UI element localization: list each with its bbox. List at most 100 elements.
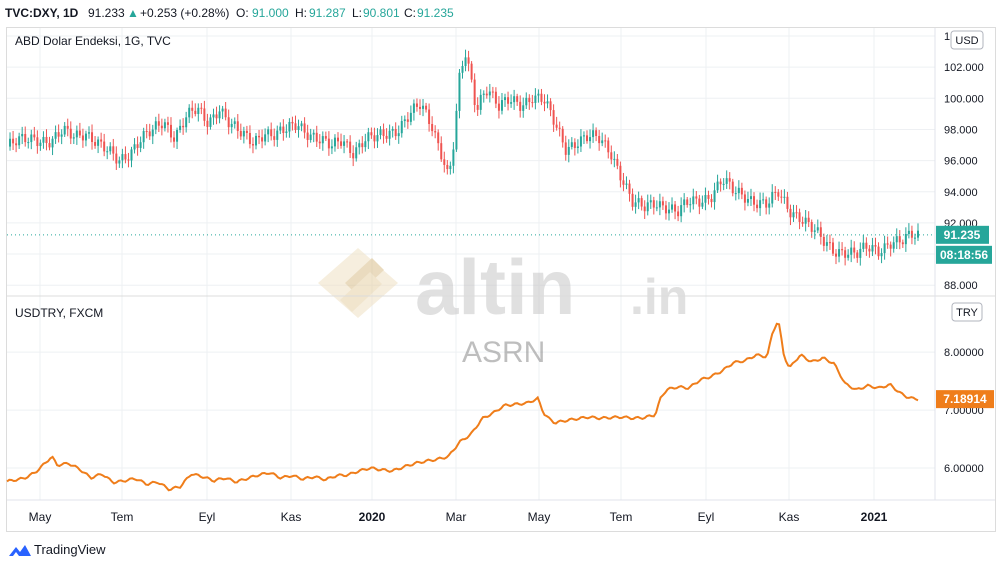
dxy-candle [576, 146, 579, 148]
dxy-candle [327, 138, 330, 149]
dxy-candle [510, 102, 513, 104]
tradingview-label: TradingView [34, 542, 106, 557]
dxy-candle [288, 121, 291, 132]
dxy-candle [525, 97, 528, 106]
dxy-candle [589, 137, 592, 142]
dxy-candle [467, 57, 470, 64]
dxy-candle [361, 143, 364, 148]
svg-text:7.18914: 7.18914 [943, 392, 987, 406]
dxy-candle [667, 209, 670, 214]
dxy-candle [118, 160, 121, 164]
price-change: +0.253 (+0.28%) [140, 6, 230, 20]
high-value: 91.287 [309, 6, 346, 20]
dxy-candle [18, 136, 21, 146]
dxy-candle [698, 198, 701, 207]
usd-badge[interactable]: USD [950, 30, 984, 50]
dxy-candle [513, 96, 516, 103]
dxy-candle [142, 131, 145, 143]
dxy-candle [330, 146, 333, 149]
dxy-candle [51, 138, 54, 148]
last-price: 91.233 [88, 6, 125, 20]
x-tick-label: May [528, 510, 551, 524]
dxy-candle [737, 187, 740, 194]
dxy-candle [346, 141, 349, 143]
dxy-candle [36, 137, 39, 147]
dxy-candle [743, 194, 746, 203]
dxy-candle [625, 183, 628, 185]
dxy-candle [877, 246, 880, 257]
dxy-candle [491, 91, 494, 93]
dxy-candle [661, 201, 664, 206]
dxy-candle [431, 124, 434, 132]
x-tick-label: Mar [446, 510, 467, 524]
dxy-candle [425, 105, 428, 110]
dxy-candle [913, 237, 916, 239]
watermark-author: ASRN [462, 336, 545, 369]
watermark-brand-suffix: .in [630, 269, 688, 325]
dxy-candle [555, 124, 558, 128]
dxy-candle [558, 127, 561, 129]
dxy-candle [251, 144, 254, 146]
dxy-candle [24, 133, 27, 143]
dxy-candle [215, 114, 218, 119]
dxy-pane-title: ABD Dolar Endeksi, 1G, TVC [15, 34, 171, 48]
dxy-candle [631, 193, 634, 207]
dxy-candle [497, 103, 500, 111]
low-value: 90.801 [363, 6, 400, 20]
dxy-candle [604, 140, 607, 142]
dxy-candle [163, 122, 166, 129]
dxy-candle [671, 204, 674, 210]
dxy-candle [883, 243, 886, 254]
dxy-candle [543, 101, 546, 104]
chart-frame[interactable] [6, 27, 996, 532]
dxy-countdown-label: 08:18:56 [936, 245, 992, 264]
dxy-candle [191, 107, 194, 111]
dxy-candle [573, 142, 576, 148]
dxy-candle [777, 192, 780, 197]
symbol-label[interactable]: TVC:DXY, 1D [5, 6, 79, 20]
dxy-candle [838, 249, 841, 257]
dxy-candle [261, 137, 264, 142]
dxy-candle [309, 134, 312, 140]
dxy-candle [285, 131, 288, 133]
dxy-candle [686, 199, 689, 205]
dxy-candle [370, 132, 373, 136]
dxy-candle [586, 135, 589, 142]
dxy-candle [643, 206, 646, 212]
dxy-candle [33, 134, 36, 138]
dxy-y-tick: 88.000 [944, 280, 978, 292]
dxy-candle [127, 159, 130, 161]
dxy-candle [473, 79, 476, 106]
dxy-candle [470, 63, 473, 80]
dxy-candle [476, 105, 479, 110]
dxy-candle [300, 123, 303, 127]
dxy-candle [822, 236, 825, 246]
dxy-candle [212, 114, 215, 118]
try-badge[interactable]: TRY [951, 302, 983, 322]
dxy-candle [689, 204, 692, 206]
dxy-candle [434, 131, 437, 133]
dxy-candle [655, 207, 658, 209]
dxy-candle [880, 253, 883, 257]
dxy-candle [264, 134, 267, 142]
dxy-y-tick: 102.000 [944, 62, 984, 74]
dxy-candle [570, 142, 573, 147]
time-axis[interactable]: May Tem Eyl Kas 2020 Mar May Tem Eyl Kas 2021 [29, 510, 888, 524]
dxy-candle [136, 144, 139, 148]
dxy-candle [349, 141, 352, 154]
dxy-candle [719, 181, 722, 185]
tradingview-logo-icon [9, 545, 31, 556]
dxy-last-price-label: 91.235 [936, 225, 989, 244]
dxy-candle [312, 132, 315, 135]
dxy-candle [865, 242, 868, 249]
dxy-candle [622, 180, 625, 185]
dxy-candle [81, 135, 84, 141]
dxy-candle [72, 137, 75, 139]
dxy-candle [182, 125, 185, 128]
dxy-candle [771, 191, 774, 204]
dxy-candle [45, 136, 48, 144]
usdtry-pane-title: USDTRY, FXCM [15, 306, 103, 320]
dxy-candle [145, 131, 148, 133]
